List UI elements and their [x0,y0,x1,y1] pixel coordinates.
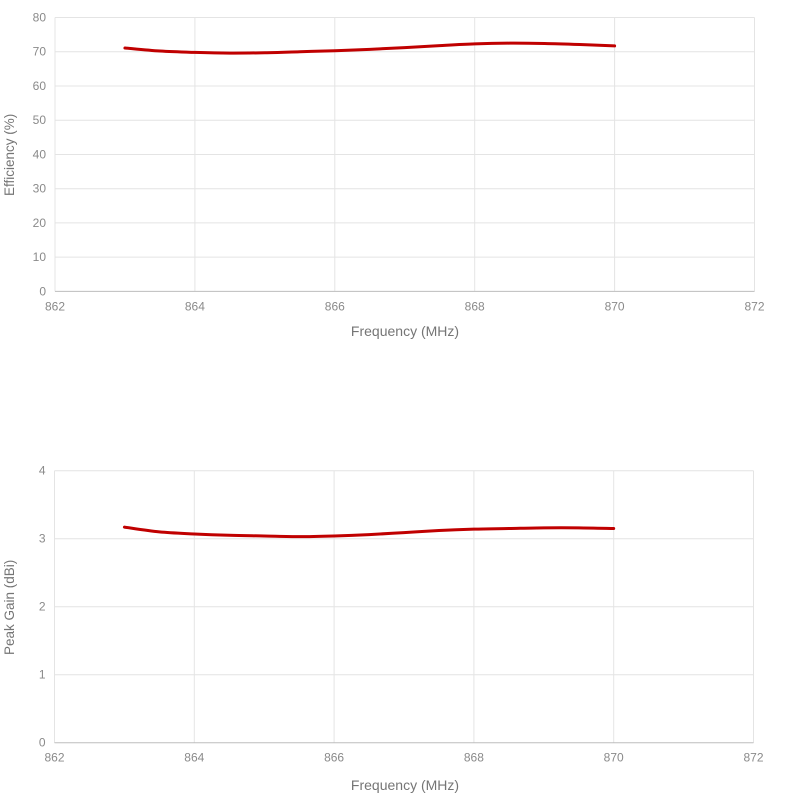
x-tick-label: 866 [324,751,344,765]
x-tick-label: 862 [44,751,64,765]
x-tick-label: 868 [465,299,485,313]
x-tick-label: 866 [325,299,345,313]
efficiency-x-axis-title: Frequency (MHz) [350,323,460,339]
peak-gain-plot-area: 862 864 866 868 870 872 0 1 2 3 4 [39,464,764,765]
x-tick-label: 872 [743,751,763,765]
y-tick-label: 4 [39,464,46,478]
y-tick-label: 1 [39,668,46,682]
y-tick-label: 10 [33,250,47,264]
y-tick-label: 80 [33,11,47,25]
x-tick-label: 864 [185,299,205,313]
y-tick-label: 30 [33,182,47,196]
x-tick-label: 862 [45,299,65,313]
peak-gain-chart: Peak Gain (dBi) 862 864 866 868 870 872 0 1 2 3 4 … [0,440,800,805]
y-tick-label: 20 [33,216,47,230]
x-tick-label: 868 [464,751,484,765]
y-tick-label: 50 [33,113,47,127]
y-tick-label: 70 [33,45,47,59]
y-tick-label: 40 [33,147,47,161]
y-tick-label: 0 [39,736,46,750]
peak-gain-x-axis-title: Frequency (MHz) [350,777,460,793]
x-tick-label: 870 [605,299,625,313]
y-tick-label: 0 [39,284,46,298]
series-line-efficiency [123,41,617,55]
efficiency-chart: Efficiency (%) 862 864 866 868 870 872 0 10 20 30… [0,0,800,350]
efficiency-plot-area: 862 864 866 868 870 872 0 10 20 30 40 50 60 70 80 [33,11,765,314]
y-tick-label: 2 [39,600,46,614]
x-tick-label: 872 [744,299,764,313]
x-tick-label: 870 [604,751,624,765]
x-tick-label: 864 [184,751,204,765]
series-line-peak-gain [122,525,616,539]
y-tick-label: 3 [39,532,46,546]
y-tick-label: 60 [33,79,47,93]
